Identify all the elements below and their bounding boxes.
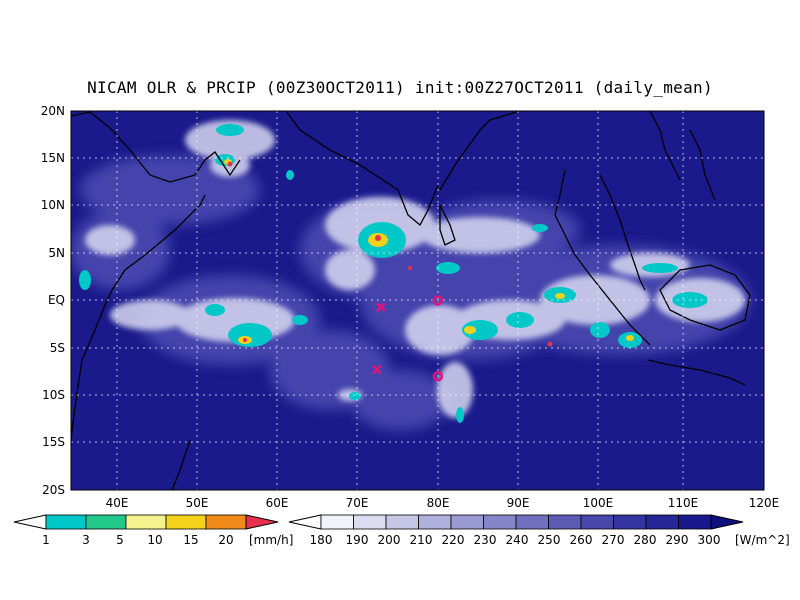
olr-legend-label: 220: [442, 533, 465, 547]
precip-color-box: [205, 514, 247, 530]
olr-legend-label: 270: [602, 533, 625, 547]
olr-legend-label: 180: [310, 533, 333, 547]
olr-legend-label: 230: [474, 533, 497, 547]
precip-legend-label: 5: [116, 533, 124, 547]
lat-tick-labels: 20N 15N 10N 5N EQ 5S 10S 15S 20S: [41, 104, 65, 497]
olr-color-box: [450, 514, 484, 530]
circle-marker: [432, 371, 444, 382]
olr-legend-label: 260: [570, 533, 593, 547]
lat-tick: 10N: [41, 198, 65, 212]
olr-color-box: [580, 514, 614, 530]
olr-color-box: [385, 514, 419, 530]
olr-color-box: [613, 514, 647, 530]
olr-color-box: [483, 514, 517, 530]
olr-color-box: [320, 514, 354, 530]
lat-tick: 5N: [48, 246, 65, 260]
lon-tick: 40E: [106, 496, 129, 510]
olr-color-box: [353, 514, 387, 530]
precip-legend-unit: [mm/h]: [249, 533, 293, 547]
olr-colorbar: 180 190 200 210 220 230 240 250 260 270 …: [288, 514, 790, 547]
cross-marker: [375, 302, 386, 313]
lat-tick: 15N: [41, 151, 65, 165]
lat-tick: 10S: [42, 388, 65, 402]
plot-frame: [70, 110, 765, 491]
lat-tick: 20N: [41, 104, 65, 118]
olr-legend-label: 190: [346, 533, 369, 547]
olr-color-box: [418, 514, 452, 530]
precip-patches: [79, 124, 708, 423]
lat-tick: 5S: [50, 341, 65, 355]
olr-color-box: [678, 514, 712, 530]
lon-tick: 50E: [186, 496, 209, 510]
lon-tick: 90E: [507, 496, 530, 510]
olr-color-box: [548, 514, 582, 530]
lon-tick: 120E: [749, 496, 780, 510]
precip-color-box: [85, 514, 127, 530]
lon-tick-labels: 40E 50E 60E 70E 80E 90E 100E 110E 120E: [106, 496, 780, 510]
olr-legend-label: 240: [506, 533, 529, 547]
olr-legend-label: 200: [378, 533, 401, 547]
olr-legend-label: 290: [666, 533, 689, 547]
precip-legend-label: 10: [147, 533, 162, 547]
precip-colorbar: 1 3 5 10 15 20 [mm/h]: [13, 514, 293, 547]
lon-tick: 70E: [346, 496, 369, 510]
precip-legend-label: 15: [183, 533, 198, 547]
olr-legend-label: 300: [698, 533, 721, 547]
precip-color-box: [45, 514, 87, 530]
lat-tick: 20S: [42, 483, 65, 497]
olr-color-box: [645, 514, 679, 530]
circle-marker: [432, 295, 444, 306]
lon-tick: 110E: [668, 496, 699, 510]
lon-tick: 80E: [427, 496, 450, 510]
olr-legend-label: 250: [538, 533, 561, 547]
lon-tick: 60E: [266, 496, 289, 510]
precip-color-box: [125, 514, 167, 530]
chart-title: NICAM OLR & PRCIP (00Z30OCT2011) init:00…: [87, 78, 713, 97]
coastlines: [71, 111, 751, 490]
precip-legend-label: 3: [82, 533, 90, 547]
olr-color-box: [515, 514, 549, 530]
olr-legend-unit: [W/m^2]: [735, 533, 790, 547]
lat-tick: EQ: [48, 293, 65, 307]
precip-legend-label: 20: [218, 533, 233, 547]
cross-marker: [371, 364, 382, 375]
lon-tick: 100E: [583, 496, 614, 510]
gridlines: [71, 111, 764, 490]
markers: [371, 295, 444, 382]
lat-tick: 15S: [42, 435, 65, 449]
precip-color-box: [165, 514, 207, 530]
olr-legend-label: 210: [410, 533, 433, 547]
olr-legend-label: 280: [634, 533, 657, 547]
precip-legend-label: 1: [42, 533, 50, 547]
